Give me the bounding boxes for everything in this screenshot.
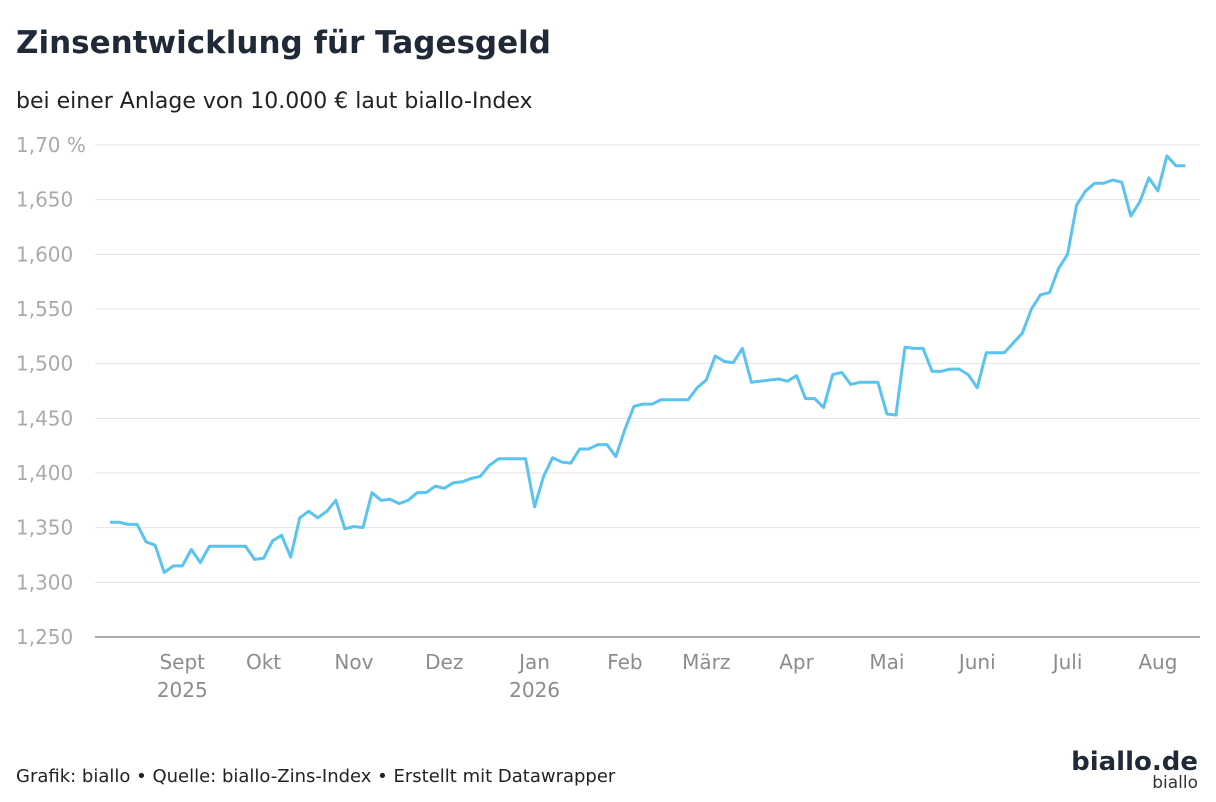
label-bg xyxy=(14,187,80,212)
label-bg xyxy=(14,570,80,595)
x-tick-label: Nov xyxy=(334,650,374,674)
footer: Grafik: biallo • Quelle: biallo-Zins-Ind… xyxy=(16,766,616,787)
x-tick-label: März xyxy=(682,650,731,674)
line xyxy=(110,154,1185,574)
y-tick-label: 1,500 xyxy=(16,352,73,376)
y-tick-label: 1,600 xyxy=(16,242,73,266)
y-tick-label: 1,300 xyxy=(16,570,73,594)
chart-subtitle: bei einer Anlage von 10.000 € laut biall… xyxy=(16,89,533,114)
label-bg xyxy=(14,461,80,485)
x-tick-label: Dez xyxy=(425,650,464,674)
x-tick-label: Apr xyxy=(779,650,814,674)
label-bg xyxy=(14,406,80,431)
label-bg xyxy=(14,133,92,157)
label-bg xyxy=(14,625,80,649)
y-tick-label: 1,650 xyxy=(16,188,73,212)
y-tick-label: 1,450 xyxy=(16,406,73,430)
x-tick-label: Aug xyxy=(1138,650,1178,674)
x-tick-label: Mai xyxy=(869,650,905,674)
y-tick-label: 1,350 xyxy=(16,516,73,540)
chart-title: Zinsentwicklung für Tagesgeld xyxy=(16,25,551,61)
y-tick-label: 1,400 xyxy=(16,461,73,485)
logo-small: biallo xyxy=(1152,773,1198,793)
x-tick-label: Juni xyxy=(958,650,996,674)
y-tick-label: 1,550 xyxy=(16,297,73,321)
y-tick-label: 1,250 xyxy=(16,625,73,649)
x-tick-label: Okt xyxy=(245,650,282,674)
y-tick-label: 1,70 % xyxy=(16,133,86,157)
label-bg xyxy=(14,297,80,321)
label-bg xyxy=(14,515,80,540)
x-tick-label: Juli xyxy=(1052,650,1083,674)
x-tick-label: Jan 2026 xyxy=(509,650,561,702)
x-tick-label: Feb xyxy=(607,650,643,674)
logo: biallo.de xyxy=(1071,747,1198,777)
label-bg xyxy=(14,351,80,376)
x-tick-label: Sept 2025 xyxy=(156,650,208,702)
label-bg xyxy=(14,242,80,267)
